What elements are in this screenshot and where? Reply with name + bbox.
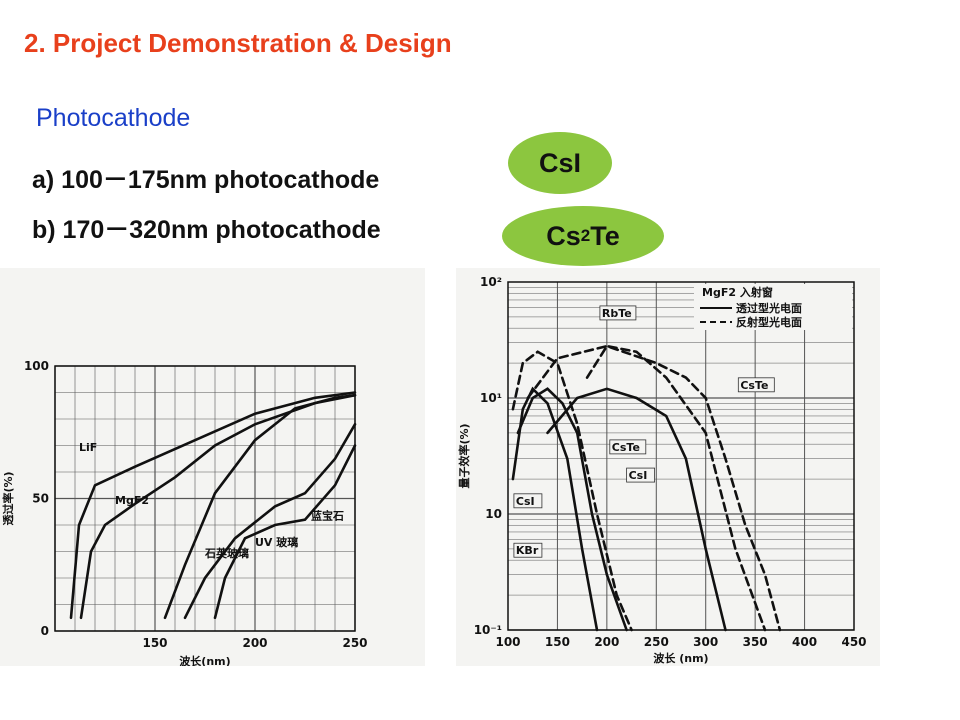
y-tick-label: 0 [41, 624, 49, 638]
y-tick-label: 10⁻¹ [474, 623, 502, 637]
legend-title: MgF2 入射窗 [702, 285, 773, 299]
quantum-efficiency-chart-panel: 100 150 200 250 300 350 400 450 10² 10¹ 10 10⁻¹ 波长 (… [456, 268, 880, 666]
legend-label: 透过型光电面 [736, 301, 802, 315]
series-line [585, 344, 767, 632]
x-tick-label: 350 [743, 635, 768, 649]
y-tick-label: 100 [24, 359, 49, 373]
series-label-box [737, 377, 775, 393]
x-tick-label: 150 [545, 635, 570, 649]
series-label-box [599, 305, 637, 321]
plot-frame [507, 281, 855, 631]
x-tick-label: 100 [495, 635, 520, 649]
series-line [546, 387, 727, 632]
series-label-box [609, 439, 647, 455]
y-tick-label: 50 [32, 492, 49, 506]
series-line [516, 387, 628, 632]
series-label-box [626, 467, 656, 483]
transmittance-chart-panel: 150 200 250 0 50 100 波长(nm) 透过率(%) 石英玻璃 LiF MgF2 蓝宝… [0, 268, 425, 666]
series-line [163, 393, 357, 620]
series-label-box [513, 542, 543, 558]
series-label: KBr [516, 544, 539, 557]
series-line [511, 350, 633, 632]
badge-csi-label: CsI [538, 147, 582, 178]
x-axis-label: 波长(nm) [179, 654, 230, 666]
series-label: 石英玻璃 [204, 546, 249, 560]
series-line [213, 444, 357, 620]
series-label: CsI [516, 495, 535, 508]
y-axis-label: 量子效率(%) [457, 423, 471, 488]
badge-cs2te-main: Cs [546, 220, 581, 251]
legend-label: 反射型光电面 [736, 315, 802, 329]
quantum-efficiency-chart: 100 150 200 250 300 350 400 450 10² 10¹ 10 10⁻¹ 波长 (… [457, 275, 867, 665]
badge-cs2te: Cs 2 Te [502, 206, 664, 266]
transmittance-chart: 150 200 250 0 50 100 波长(nm) 透过率(%) 石英玻璃 LiF MgF2 蓝宝… [1, 359, 368, 666]
plot-frame [54, 365, 356, 632]
x-tick-label: 300 [693, 635, 718, 649]
slide-subtitle: Photocathode [36, 104, 191, 132]
series-label: UV 玻璃 [255, 535, 298, 549]
series-label: CsTe [740, 379, 768, 392]
x-tick-label: 200 [242, 636, 267, 650]
x-tick-label: 150 [142, 636, 167, 650]
series-label: RbTe [602, 307, 632, 320]
y-tick-label: 10¹ [480, 391, 502, 405]
y-axis-label: 透过率(%) [1, 471, 15, 525]
series-line [526, 344, 782, 632]
y-tick-label: 10² [480, 275, 502, 289]
series-line [511, 386, 599, 632]
badge-cs2te-sub: 2 [580, 226, 591, 245]
series-line [69, 391, 357, 620]
x-tick-label: 200 [594, 635, 619, 649]
badge-csi: CsI [508, 132, 612, 194]
item-b: b) 170－320nm photocathode [32, 216, 381, 244]
series-label: MgF2 [115, 494, 149, 507]
x-tick-label: 450 [841, 635, 866, 649]
series-line [79, 393, 357, 620]
series-label: LiF [79, 441, 97, 454]
x-axis-label: 波长 (nm) [653, 651, 708, 665]
series-line [183, 423, 357, 620]
y-tick-label: 10 [485, 507, 502, 521]
slide-title: 2. Project Demonstration & Design [24, 28, 452, 58]
x-tick-label: 250 [644, 635, 669, 649]
series-label: CsTe [612, 441, 640, 454]
badge-cs2te-tail: Te [590, 220, 620, 251]
series-label-box [513, 493, 543, 509]
x-tick-label: 400 [792, 635, 817, 649]
x-tick-label: 250 [342, 636, 367, 650]
item-a: a) 100－175nm photocathode [32, 166, 380, 194]
series-label: CsI [629, 469, 648, 482]
series-label: 蓝宝石 [311, 509, 344, 523]
